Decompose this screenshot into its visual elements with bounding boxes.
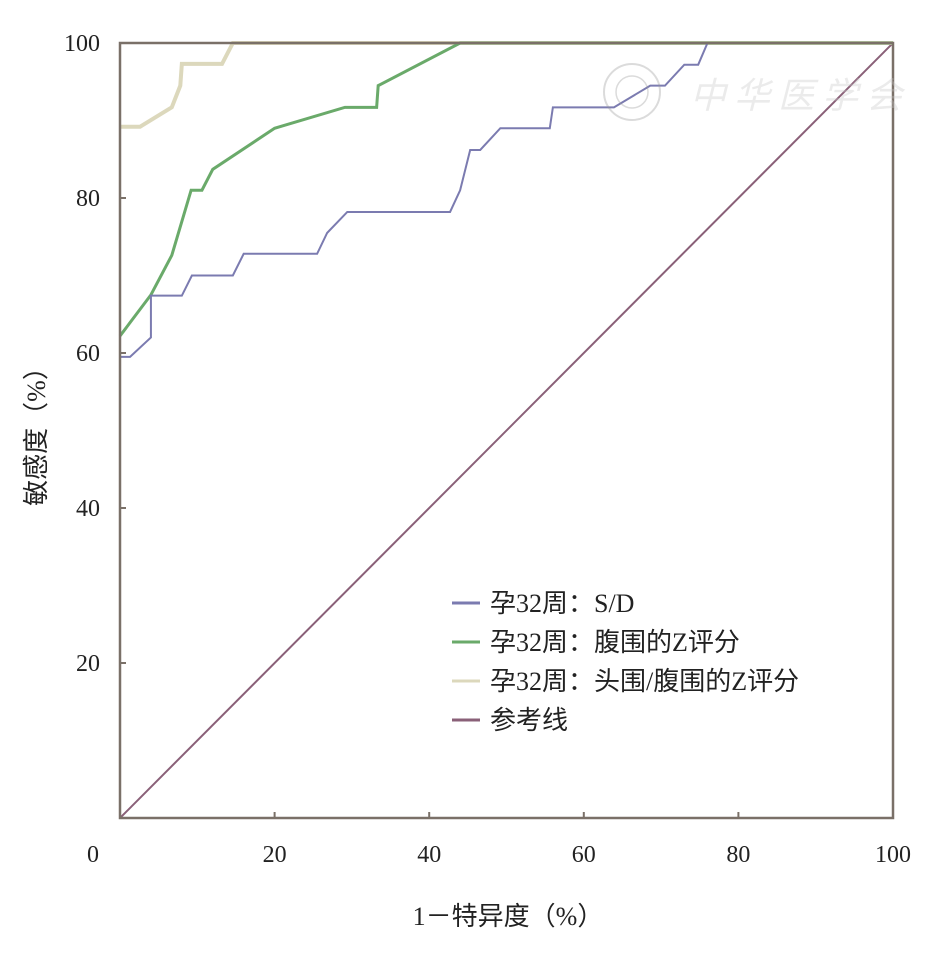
x-tick-label: 40 [417,842,441,868]
x-tick-label: 0 [87,842,99,868]
series-line-2 [120,41,893,129]
x-tick-label: 20 [263,842,287,868]
series-line-3 [119,42,894,819]
plot-frame [118,41,895,820]
x-tick-label: 60 [572,842,596,868]
x-axis-label: 1－特异度（%） [413,902,604,931]
watermark-seal: 中华医学会 [603,63,910,121]
series-line-1 [118,41,893,337]
y-tick-label: 20 [76,651,100,677]
y-tick-label: 60 [76,341,100,367]
x-tick-label: 100 [875,842,911,868]
y-axis-label: 敏感度（%） [22,354,51,506]
legend-label: 孕32周：头围/腹围的Z评分 [490,667,799,696]
series-line-0 [120,42,893,358]
y-tick-label: 80 [76,186,100,212]
legend-label: 参考线 [490,706,568,735]
y-tick-label: 40 [76,496,100,522]
legend-label: 孕32周：腹围的Z评分 [490,628,740,657]
y-tick-label: 100 [64,31,100,57]
x-tick-label: 80 [726,842,750,868]
watermark-text: 中华医学会 [690,76,910,116]
legend-label: 孕32周：S/D [490,589,634,618]
